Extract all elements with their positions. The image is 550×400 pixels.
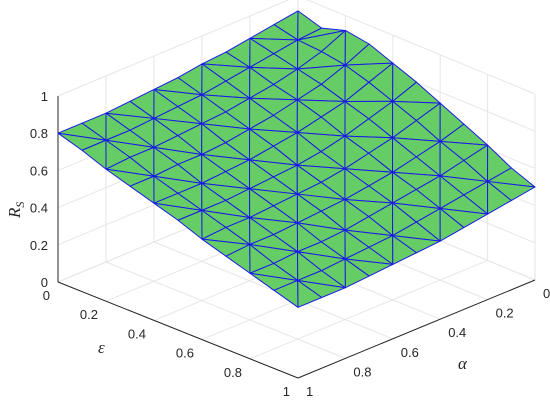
grid-line-z: [57, 0, 536, 97]
z-tick-label: 0.6: [30, 163, 48, 178]
alpha-tick-label: 0.4: [448, 325, 466, 340]
alpha-axis-line: [297, 279, 536, 379]
tick-labels: 0 0.2 0.4 0.6 0.8 1 0 0.2 0.4 0.6 0.8 1 0 0.2 0.4 0.6 0.…: [30, 89, 550, 399]
z-tick-label: 0: [41, 275, 48, 290]
zlabel: RS: [5, 202, 27, 219]
alpha-tick-label: 0: [543, 286, 550, 301]
surface-facet: [344, 258, 370, 289]
eps-tick-label: 0: [43, 288, 50, 303]
eps-tick-label: 0.4: [128, 326, 146, 341]
eps-tick-label: 0.6: [176, 346, 194, 361]
z-tick-label: 0.2: [30, 238, 48, 253]
alpha-tick-label: 0.6: [401, 345, 419, 360]
alpha-tick-label: 1: [306, 384, 313, 399]
eps-tick-label: 0.2: [80, 307, 98, 322]
z-tick-label: 1: [41, 89, 48, 104]
eps-axis-line: [57, 281, 299, 379]
zlabel-sub: S: [13, 202, 27, 208]
surface: [57, 10, 536, 308]
z-tick-label: 0.4: [30, 201, 48, 216]
grid-line-floor-a: [105, 261, 346, 359]
alpha-tick-label: 0.2: [496, 306, 514, 321]
surface-facet: [439, 208, 465, 242]
ylabel: ε: [98, 338, 105, 357]
surface-facet: [487, 180, 512, 215]
eps-tick-label: 0.8: [224, 365, 242, 380]
zlabel-main: R: [5, 207, 24, 219]
surface-facet: [392, 235, 417, 265]
eps-tick-label: 1: [283, 384, 290, 399]
alpha-tick-label: 0.8: [353, 364, 371, 379]
z-tick-label: 0.8: [30, 126, 48, 141]
grid-line-floor-e: [249, 259, 488, 360]
xlabel: α: [458, 354, 468, 373]
surface-facet: [297, 279, 323, 308]
